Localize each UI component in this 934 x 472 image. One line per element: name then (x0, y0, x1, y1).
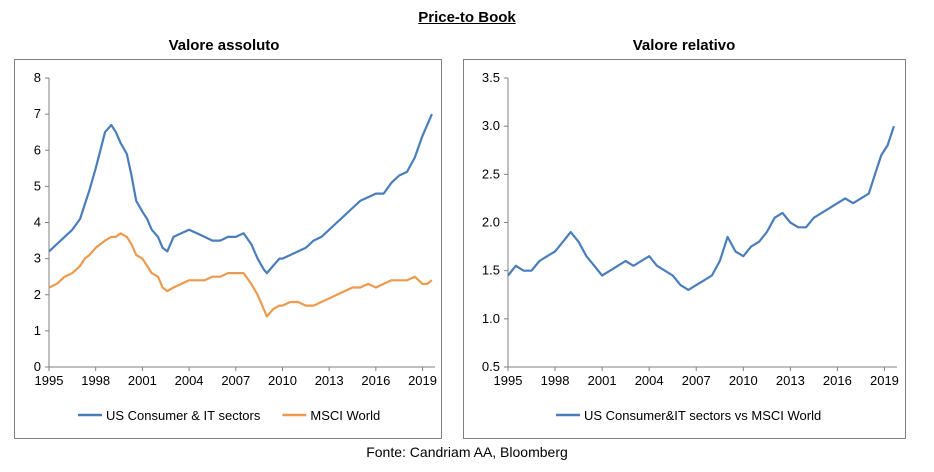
x-tick-label: 2013 (315, 373, 344, 388)
y-tick-label: 3.0 (482, 118, 500, 133)
y-tick-label: 3.5 (482, 70, 500, 85)
right-chart-title: Valore relativo (632, 37, 736, 54)
right-chart-svg: 0.5 1.0 1.5 2.0 2.5 3.0 3.5 1995 1998 2001 2004 200… (482, 70, 899, 423)
left-chart-svg: 0 1 2 3 4 5 6 7 8 1995 1998 2001 2004 2007 2010 2013 201… (34, 70, 437, 423)
legend-label-1: MSCI World (310, 408, 380, 423)
legend-label-0: US Consumer&IT sectors vs MSCI World (584, 408, 821, 423)
x-tick-label: 2007 (682, 373, 711, 388)
x-tick-label: 2004 (175, 373, 204, 388)
x-tick-label: 1995 (494, 373, 523, 388)
y-tick-label: 1.5 (482, 263, 500, 278)
series-line-0 (507, 125, 895, 291)
x-tick-label: 2019 (870, 373, 899, 388)
chart-main-title: Price-to Book (418, 9, 516, 26)
legend-label-0: US Consumer & IT sectors (106, 408, 261, 423)
y-tick-label: 3 (34, 251, 41, 266)
series-line-0 (48, 113, 433, 275)
y-tick-label: 6 (34, 142, 41, 157)
y-tick-label: 2 (34, 287, 41, 302)
y-tick-label: 0 (34, 359, 41, 374)
x-tick-label: 2001 (588, 373, 617, 388)
x-tick-label: 2016 (361, 373, 390, 388)
y-tick-label: 0.5 (482, 359, 500, 374)
y-tick-label: 2.5 (482, 166, 500, 181)
x-tick-label: 2016 (823, 373, 852, 388)
right-chart-panel: 0.5 1.0 1.5 2.0 2.5 3.0 3.5 1995 1998 2001 2004 200… (463, 59, 906, 439)
x-tick-label: 2013 (776, 373, 805, 388)
x-tick-label: 2001 (128, 373, 157, 388)
left-chart-panel: 0 1 2 3 4 5 6 7 8 1995 1998 2001 2004 2007 2010 2013 201… (14, 59, 442, 439)
x-tick-label: 2010 (729, 373, 758, 388)
x-tick-label: 2004 (635, 373, 664, 388)
y-tick-label: 8 (34, 70, 41, 85)
left-chart-title: Valore assoluto (168, 37, 280, 54)
x-tick-label: 2007 (221, 373, 250, 388)
y-tick-label: 5 (34, 178, 41, 193)
x-tick-label: 1995 (35, 373, 64, 388)
y-tick-label: 7 (34, 106, 41, 121)
y-tick-label: 1.0 (482, 311, 500, 326)
source-note: Fonte: Candriam AA, Bloomberg (366, 444, 568, 460)
y-tick-label: 1 (34, 323, 41, 338)
x-tick-label: 1998 (541, 373, 570, 388)
y-tick-label: 4 (34, 215, 41, 230)
series-line-1 (48, 232, 433, 318)
x-tick-label: 2010 (268, 373, 297, 388)
x-tick-label: 1998 (81, 373, 110, 388)
y-tick-label: 2.0 (482, 215, 500, 230)
x-tick-label: 2019 (408, 373, 437, 388)
